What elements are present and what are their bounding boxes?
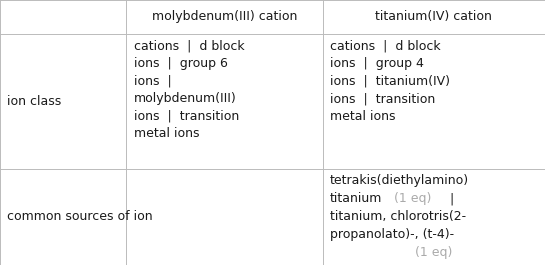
Text: titanium: titanium	[330, 192, 382, 205]
Text: common sources of ion: common sources of ion	[7, 210, 153, 223]
Text: titanium(IV) cation: titanium(IV) cation	[376, 10, 492, 24]
Text: (1 eq): (1 eq)	[390, 192, 435, 205]
Text: |: |	[450, 192, 454, 205]
Text: cations  |  d block
ions  |  group 4
ions  |  titanium(IV)
ions  |  transition
m: cations | d block ions | group 4 ions | …	[330, 40, 450, 123]
Text: cations  |  d block
ions  |  group 6
ions  |
molybdenum(III)
ions  |  transition: cations | d block ions | group 6 ions | …	[134, 40, 244, 140]
Text: molybdenum(III) cation: molybdenum(III) cation	[152, 10, 297, 24]
Text: tetrakis(diethylamino): tetrakis(diethylamino)	[330, 174, 469, 187]
Text: ion class: ion class	[7, 95, 62, 108]
Text: titanium, chlorotris(2-: titanium, chlorotris(2-	[330, 210, 466, 223]
Text: (1 eq): (1 eq)	[415, 246, 452, 259]
Text: propanolato)-, (t-4)-: propanolato)-, (t-4)-	[330, 228, 454, 241]
